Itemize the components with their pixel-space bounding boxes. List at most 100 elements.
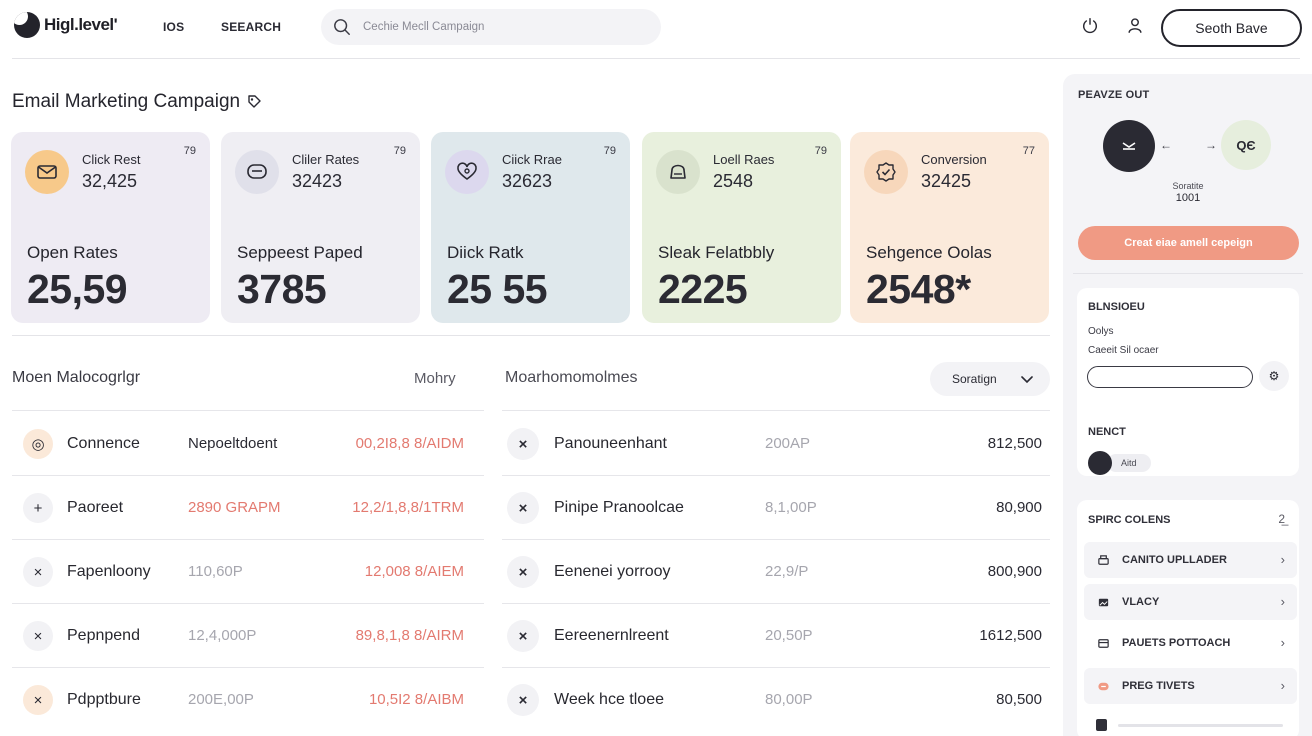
settings-input[interactable] [1087,366,1253,388]
card-big-value: 25 55 [447,266,548,312]
trash-icon [1096,719,1107,731]
sort-dropdown[interactable]: Soratign [930,362,1050,396]
settings-card: BLNSIOEU Oolys Caeeit Sil ocaer ⚙ NENCT … [1077,288,1299,476]
settings-card-heading: BLNSIOEU [1088,301,1145,313]
stat-card-click-rate[interactable]: Ciick Rrae 32623 79 Diick Ratk 25 55 [431,132,630,323]
row-detail: Nepoeltdoent [188,435,278,452]
remove-icon[interactable]: × [507,428,539,460]
card-metric-value: 32,425 [82,171,138,191]
table-row[interactable]: + Paoreet 2890 GRAPM 12,2/1,8,8/1TRM [12,476,484,540]
row-name: Fapenloony [67,563,151,580]
add-chip[interactable]: Aitd [1107,454,1151,472]
flow-source-node[interactable] [1103,120,1155,172]
row-amount: 00,2I8,8 8/AIDM [355,435,464,452]
row-amount: 80,500 [996,691,1042,708]
mail-icon [37,165,57,179]
header-cta-button[interactable]: Seoth Bave [1161,9,1302,47]
row-amount: 10,5I2 8/AIBM [368,691,464,708]
table-row[interactable]: × Week hce tloee 80,00P 80,500 [502,668,1050,732]
table-row[interactable]: × Fapenloony 110,60P 12,008 8/AIEM [12,540,484,604]
sort-dropdown-label: Soratign [952,372,997,386]
remove-icon[interactable]: × [507,492,539,524]
stat-card-lead-rates[interactable]: Loell Raes 2548 79 Sleak Felatbbly 2225 [642,132,841,323]
tag-icon[interactable] [246,94,262,110]
table-row[interactable]: ◎ Connence Nepoeltdoent 00,2I8,8 8/AIDM [12,412,484,476]
table-divider [502,410,1050,411]
card-badge-number: 77 [1022,145,1035,157]
card-metric-label: Ciick Rrae [502,152,562,167]
chevron-right-icon: › [1280,635,1285,650]
row-name: Pinipe Pranoolcae [554,499,684,516]
left-table-title: Moen Malocogrlgr [12,369,141,386]
row-name: Week hce tloee [554,691,664,708]
logo[interactable]: Higl.level' [14,12,118,38]
row-amount: 12,2/1,8,8/1TRM [352,499,464,516]
card-icon-bg [656,150,700,194]
search-bar[interactable] [321,9,661,45]
table-divider [12,603,484,604]
row-amount: 89,8,1,8 8/AIRM [355,627,464,644]
nav-link-ios[interactable]: IOS [163,20,185,34]
nav-link-search[interactable]: SEEARCH [221,20,282,34]
card-metric-value: 32425 [921,171,972,191]
create-email-campaign-button[interactable]: Creat eiae amell cepeign [1078,226,1299,260]
printer-icon [1097,554,1109,565]
card-icon-bg [235,150,279,194]
card-icon-bg [25,150,69,194]
settings-gear-icon[interactable]: ⚙ [1259,361,1289,391]
remove-icon[interactable]: × [507,684,539,716]
chevron-down-icon [1020,376,1033,384]
user-icon[interactable] [1126,16,1144,34]
card-icon-bg [864,150,908,194]
bag-icon [670,164,686,179]
sort-icon[interactable]: 2̲ [1278,512,1285,526]
row-amount: 80,900 [996,499,1042,516]
settings-sublabel: Caeeit Sil ocaer [1088,345,1159,356]
avatar[interactable] [1088,451,1112,475]
card-big-value: 3785 [237,266,327,312]
row-status-icon: × [23,685,53,715]
left-table-column-header[interactable]: Mohry [414,370,456,387]
badge-icon [876,162,896,182]
card-icon-bg [445,150,489,194]
card-metric-label: Conversion [921,152,987,167]
remove-icon[interactable]: × [507,620,539,652]
menu-item-tickets[interactable]: PREG TIVETS › [1084,668,1297,704]
row-detail: 12,4,000P [188,627,257,644]
card-icon [1097,638,1109,648]
flow-target-node[interactable]: QЄ [1221,120,1271,170]
menu-item-partial[interactable] [1096,719,1296,733]
stat-card-click-rates[interactable]: Cliler Rates 32423 79 Seppeest Paped 378… [221,132,420,323]
image-icon [1098,598,1108,606]
row-status-icon: × [23,557,53,587]
card-metric-label: Cliler Rates [292,152,360,167]
card-metric-value: 2548 [713,171,754,191]
card-big-value: 2548* [866,266,971,312]
card-big-label: Sleak Felatbbly [658,243,775,262]
row-status-icon: ◎ [23,429,53,459]
table-divider [12,667,484,668]
row-detail: 200AP [765,435,811,452]
menu-item-payments[interactable]: PAUETS POTTOACH › [1084,625,1297,661]
chevron-right-icon: › [1280,594,1285,609]
row-detail: 20,50P [765,627,813,644]
chat-icon [247,164,267,179]
section-divider [12,335,1050,336]
power-icon[interactable] [1081,16,1099,34]
search-input[interactable] [363,21,633,33]
row-amount: 12,008 8/AIEM [364,563,464,580]
menu-item-uploader[interactable]: CANITO UPLLADER › [1084,542,1297,578]
remove-icon[interactable]: × [507,556,539,588]
heart-icon [457,162,477,180]
table-row[interactable]: × Pinipe Pranoolcae 8,1,00P 80,900 [502,476,1050,540]
table-row[interactable]: × Pepnpend 12,4,000P 89,8,1,8 8/AIRM [12,604,484,668]
card-big-label: Diick Ratk [447,243,524,262]
stat-card-conversion[interactable]: Conversion 32425 77 Sehgence Oolas 2548* [850,132,1049,323]
stat-card-open-rates[interactable]: Click Rest 32,425 79 Open Rates 25,59 [11,132,210,323]
menu-item-label: VLACY [1122,596,1160,608]
table-row[interactable]: × Pdpptbure 200E,00P 10,5I2 8/AIBM [12,668,484,732]
menu-item-vlacy[interactable]: VLACY › [1084,584,1297,620]
table-row[interactable]: × Panouneenhant 200AP 812,500 [502,412,1050,476]
table-row[interactable]: × Eenenei yorrooy 22,9/P 800,900 [502,540,1050,604]
table-row[interactable]: × Eereenernlreent 20,50P 1612,500 [502,604,1050,668]
